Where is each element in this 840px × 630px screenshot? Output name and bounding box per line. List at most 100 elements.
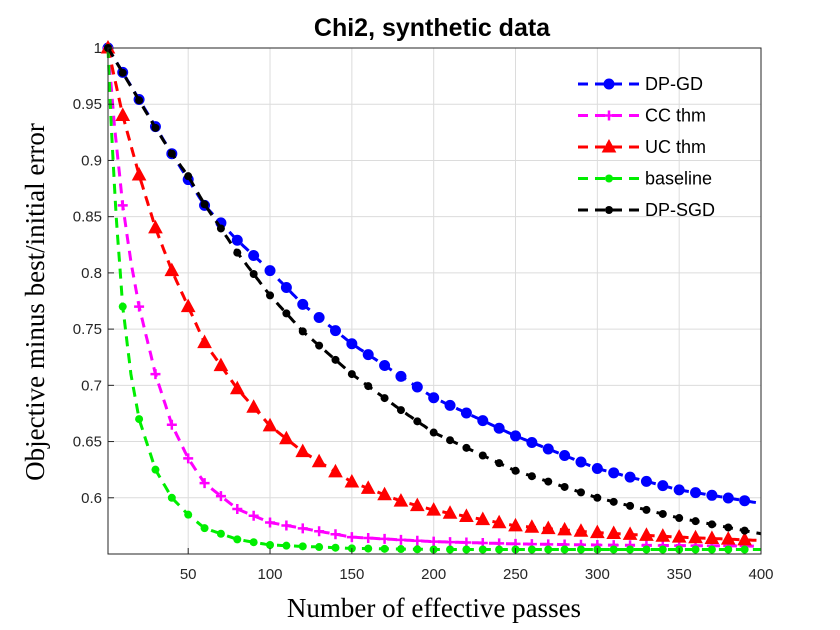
data-point-dp-gd — [264, 265, 276, 277]
data-point-dp-sgd — [118, 68, 127, 77]
data-point-dp-sgd — [593, 493, 602, 502]
data-point-dp-sgd — [380, 394, 389, 403]
data-point-uc-thm — [557, 521, 572, 536]
data-point-uc-thm — [524, 519, 540, 533]
data-point-dp-gd — [379, 359, 391, 371]
legend-marker-uc-thm — [601, 138, 617, 153]
data-point-cc-thm — [134, 301, 145, 312]
data-point-baseline — [560, 545, 569, 554]
x-tick-label: 200 — [421, 566, 446, 583]
data-point-uc-thm — [279, 430, 294, 445]
data-point-dp-gd — [739, 495, 751, 507]
data-point-baseline — [724, 545, 733, 554]
data-point-baseline — [478, 545, 487, 554]
data-point-baseline — [364, 544, 373, 553]
data-point-uc-thm — [475, 511, 491, 526]
data-point-baseline — [495, 545, 504, 554]
data-point-uc-thm — [671, 529, 687, 543]
data-point-dp-gd — [346, 338, 358, 350]
data-point-cc-thm — [346, 532, 357, 543]
data-point-dp-gd — [477, 415, 489, 427]
data-point-uc-thm — [148, 219, 163, 234]
data-point-uc-thm — [246, 399, 261, 413]
data-point-uc-thm — [409, 497, 425, 512]
data-point-uc-thm — [540, 520, 556, 535]
data-point-uc-thm — [639, 527, 654, 541]
data-point-uc-thm — [704, 530, 720, 544]
y-tick-label: 0.8 — [81, 265, 102, 282]
data-point-baseline — [184, 510, 193, 519]
data-point-dp-sgd — [462, 443, 471, 452]
data-point-cc-thm — [150, 369, 161, 380]
data-point-uc-thm — [360, 480, 376, 494]
data-point-baseline — [135, 415, 144, 424]
data-point-baseline — [462, 545, 471, 554]
data-point-uc-thm — [344, 473, 360, 488]
series-line-dp-gd — [106, 47, 762, 505]
data-point-dp-gd — [297, 298, 309, 310]
plot-area — [100, 39, 762, 555]
data-point-baseline — [118, 302, 127, 311]
data-point-dp-gd — [395, 370, 407, 382]
legend-marker-dp-sgd — [605, 206, 613, 214]
data-point-baseline — [527, 545, 536, 554]
data-point-uc-thm — [213, 357, 229, 372]
data-point-dp-sgd — [135, 96, 144, 105]
data-point-baseline — [691, 545, 700, 554]
legend-item-dp-gd: DP-GD — [578, 74, 703, 94]
data-point-dp-sgd — [151, 123, 160, 132]
data-point-baseline — [707, 545, 716, 554]
data-point-cc-thm — [395, 534, 406, 545]
data-point-baseline — [576, 545, 585, 554]
data-point-dp-gd — [428, 392, 440, 404]
data-point-baseline — [216, 529, 225, 538]
data-point-dp-sgd — [478, 451, 487, 460]
data-point-dp-gd — [460, 407, 472, 419]
data-point-dp-sgd — [675, 514, 684, 523]
data-point-dp-sgd — [347, 370, 356, 379]
data-point-baseline — [298, 542, 307, 551]
data-point-dp-sgd — [184, 172, 193, 181]
data-point-dp-gd — [690, 487, 702, 499]
x-tick-label: 300 — [585, 566, 610, 583]
data-point-uc-thm — [377, 486, 392, 501]
series-baseline — [104, 44, 761, 554]
tick-marks — [108, 47, 762, 554]
data-point-uc-thm — [737, 531, 752, 546]
data-point-dp-sgd — [544, 477, 553, 486]
data-point-cc-thm — [199, 478, 210, 489]
x-tick-label: 400 — [748, 566, 773, 583]
legend-label-baseline: baseline — [645, 169, 712, 189]
data-point-uc-thm — [655, 528, 671, 542]
data-point-baseline — [167, 493, 176, 502]
data-point-dp-sgd — [609, 497, 618, 506]
chart-title: Chi2, synthetic data — [314, 14, 551, 42]
data-point-dp-gd — [722, 492, 734, 504]
x-tick-label: 250 — [503, 566, 528, 583]
data-point-dp-sgd — [413, 417, 422, 426]
data-point-dp-sgd — [200, 200, 209, 209]
y-tick-label: 0.7 — [81, 377, 102, 394]
data-point-uc-thm — [229, 380, 245, 395]
legend-label-cc-thm: CC thm — [645, 106, 706, 126]
data-point-uc-thm — [115, 107, 131, 121]
data-point-uc-thm — [262, 417, 278, 432]
data-point-dp-gd — [559, 449, 571, 461]
data-point-uc-thm — [622, 526, 638, 540]
data-point-dp-sgd — [446, 436, 455, 445]
data-point-dp-gd — [526, 436, 538, 448]
data-point-dp-sgd — [167, 149, 176, 158]
data-point-uc-thm — [508, 517, 523, 532]
data-point-baseline — [413, 545, 422, 554]
data-point-dp-gd — [542, 443, 554, 455]
data-point-dp-gd — [231, 234, 243, 246]
data-point-dp-sgd — [233, 248, 242, 257]
data-point-dp-gd — [640, 475, 652, 487]
data-point-dp-gd — [411, 381, 423, 393]
data-point-uc-thm — [606, 525, 622, 540]
axes-frame — [107, 47, 762, 555]
data-point-dp-gd — [248, 249, 260, 261]
data-point-dp-gd — [362, 349, 374, 361]
data-point-cc-thm — [281, 520, 292, 531]
data-point-dp-sgd — [724, 523, 733, 532]
